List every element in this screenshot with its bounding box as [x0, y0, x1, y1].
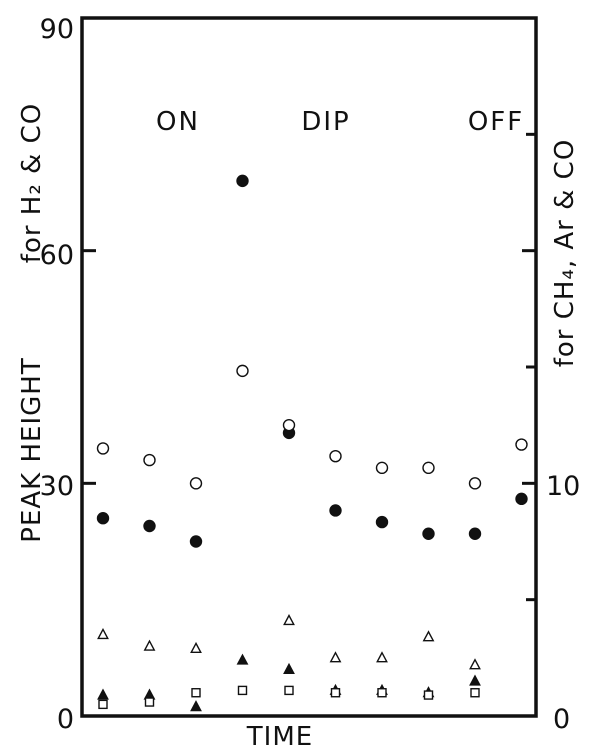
open-square-point-5: [284, 685, 294, 696]
open-triangle-point-1: [97, 627, 109, 640]
filled-circle-point-4: [236, 174, 249, 188]
open-square-point-9: [470, 688, 480, 698]
right-axis-ticks: [522, 132, 536, 602]
filled-circle-point-6: [329, 504, 342, 517]
open-square-point-3: [191, 688, 201, 698]
open-circle-point-4: [236, 364, 249, 378]
filled-circle-point-9: [468, 527, 482, 540]
open-triangle-point-3: [190, 641, 202, 654]
x-axis-title: TIME: [246, 722, 313, 749]
open-circle-point-3: [189, 477, 203, 490]
filled-circle-point-7: [375, 515, 389, 529]
left-tick-label-90: 90: [40, 14, 74, 45]
phase-label-on: ON: [156, 107, 200, 137]
open-circle-point-6: [329, 449, 342, 463]
open-circle-point-10: [515, 438, 528, 451]
open-triangle-point-6: [329, 651, 342, 663]
phase-label-dip: DIP: [301, 107, 350, 137]
filled-triangle-point-9: [469, 674, 481, 686]
right-tick-label-10: 10: [546, 471, 580, 502]
open-square-point-7: [377, 688, 387, 698]
open-circle-point-7: [375, 461, 389, 475]
open-triangle-point-2: [143, 639, 156, 651]
y-axis-annotation-right: for CH₄, Ar & CO: [550, 139, 580, 368]
filled-triangle-point-5: [283, 662, 295, 674]
left-tick-label-60: 60: [40, 240, 74, 271]
filled-circle-point-10: [515, 492, 528, 506]
filled-circle-point-8: [422, 527, 435, 540]
left-tick-label-0: 0: [57, 704, 74, 735]
open-triangle-point-9: [469, 658, 481, 670]
open-square-point-2: [144, 697, 155, 707]
data-markers: [96, 174, 528, 712]
open-circle-point-9: [468, 477, 482, 490]
y-axis-annotation-left: for H₂ & CO: [17, 103, 47, 263]
open-circle-point-2: [143, 453, 156, 467]
open-circle-point-5: [282, 418, 296, 432]
y-axis-title-left: PEAK HEIGHT: [17, 357, 47, 542]
phase-label-off: OFF: [468, 107, 524, 137]
left-axis-ticks: [82, 249, 96, 485]
open-square-point-8: [423, 690, 434, 700]
filled-circle-point-3: [189, 535, 203, 548]
open-triangle-point-5: [283, 614, 295, 626]
filled-circle-point-1: [96, 512, 110, 525]
filled-circle-point-2: [143, 519, 156, 533]
open-circle-point-8: [422, 461, 435, 475]
open-circle-point-1: [96, 442, 110, 455]
filled-triangle-point-3: [190, 700, 202, 712]
open-square-point-1: [98, 699, 108, 710]
left-tick-label-30: 30: [40, 471, 74, 502]
open-triangle-point-8: [422, 630, 435, 642]
filled-triangle-point-4: [236, 653, 249, 665]
open-square-point-6: [330, 688, 341, 698]
right-tick-label-0: 0: [553, 704, 570, 735]
filled-triangle-point-1: [97, 688, 109, 700]
open-square-point-4: [237, 685, 248, 696]
open-triangle-point-7: [376, 651, 388, 663]
